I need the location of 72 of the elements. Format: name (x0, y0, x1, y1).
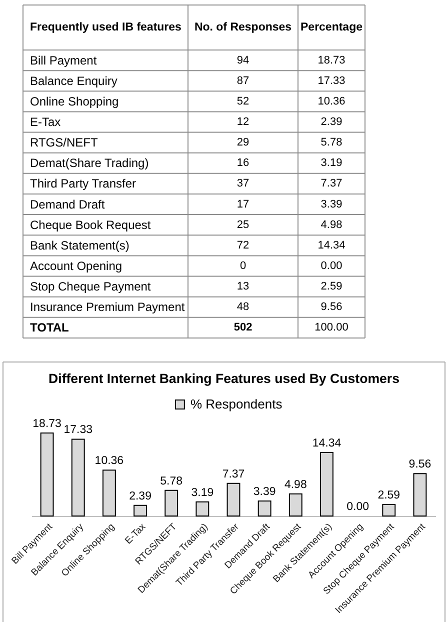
category-label: Demat(Share Trading) (30, 156, 149, 170)
data-label: 0.00 (320, 260, 342, 272)
category-label: RTGS/NEFT (30, 136, 98, 150)
bar (196, 501, 210, 516)
data-label: 100.00 (314, 322, 348, 334)
category-label: E-Tax (30, 114, 61, 129)
data-label: 10.36 (318, 95, 346, 108)
category-label: Cheque Book Request (30, 218, 152, 232)
legend-label: % Respondents (190, 396, 283, 412)
bar (413, 473, 427, 516)
data-label: 10.36 (94, 455, 124, 468)
data-label: 9.56 (320, 301, 342, 314)
bar (71, 438, 85, 516)
data-label: 87 (236, 74, 250, 87)
text: Frequently used IB features (30, 22, 182, 34)
data-label: 3.19 (320, 157, 342, 170)
data-label: 0.00 (346, 501, 370, 513)
data-label: 48 (236, 301, 250, 314)
category-label: Online Shopping (30, 94, 119, 108)
data-label: 502 (234, 322, 252, 334)
data-label: 7.37 (222, 468, 245, 480)
bar (320, 452, 334, 516)
category-label: Account Opening (30, 258, 122, 273)
data-label: 2.39 (320, 116, 342, 128)
data-label: 17 (236, 198, 250, 210)
data-label: 3.39 (320, 198, 342, 210)
data-label: 12 (236, 116, 250, 128)
data-label: 29 (236, 136, 250, 149)
bar (164, 490, 178, 516)
category-label: TOTAL (30, 320, 69, 335)
bar (288, 493, 302, 516)
category-label: Bill Payment (30, 53, 98, 68)
data-label: 2.59 (378, 490, 400, 502)
bar (226, 482, 240, 516)
category-label: Demand Draft (30, 197, 106, 212)
data-label: 5.78 (320, 136, 342, 149)
bar (102, 470, 116, 516)
bar (40, 432, 54, 516)
data-label: 18.73 (318, 54, 346, 66)
data-label: 3.39 (253, 486, 276, 498)
data-label: 7.37 (320, 178, 342, 190)
data-label: 14.34 (318, 239, 346, 252)
category-label: Bank Statement(s) (30, 238, 130, 252)
data-label: 0 (240, 260, 246, 272)
data-label: 52 (236, 95, 250, 108)
bar (382, 504, 396, 516)
category-label: Insurance Premium Payment (30, 300, 186, 314)
data-label: 5.78 (160, 475, 183, 488)
data-label: 16 (236, 157, 250, 170)
data-label: 18.73 (32, 418, 62, 430)
data-label: 13 (236, 280, 250, 293)
bar (258, 500, 272, 516)
bar (134, 504, 147, 516)
category-label: Third Party Transfer (30, 176, 136, 191)
data-label: 3.19 (191, 486, 214, 499)
data-label: 17.33 (64, 424, 93, 436)
data-label: 2.59 (320, 280, 342, 293)
data-label: 72 (236, 239, 250, 252)
data-label: 25 (236, 218, 250, 231)
category-label: Balance Enquiry (30, 74, 118, 88)
data-label: 4.98 (284, 478, 307, 491)
chart-title: Different Internet Banking Features used By Customers (48, 371, 400, 386)
data-label: 9.56 (408, 458, 432, 471)
text: Percentage (300, 22, 363, 34)
data-label: 37 (236, 178, 250, 190)
data-label: 17.33 (318, 74, 346, 87)
data-label: 94 (236, 54, 250, 66)
data-label: 2.39 (129, 490, 152, 502)
text: No. of Responses (194, 22, 292, 34)
data-label: 14.34 (312, 437, 342, 450)
data-label: 4.98 (320, 218, 342, 231)
category-label: Stop Cheque Payment (30, 280, 152, 294)
